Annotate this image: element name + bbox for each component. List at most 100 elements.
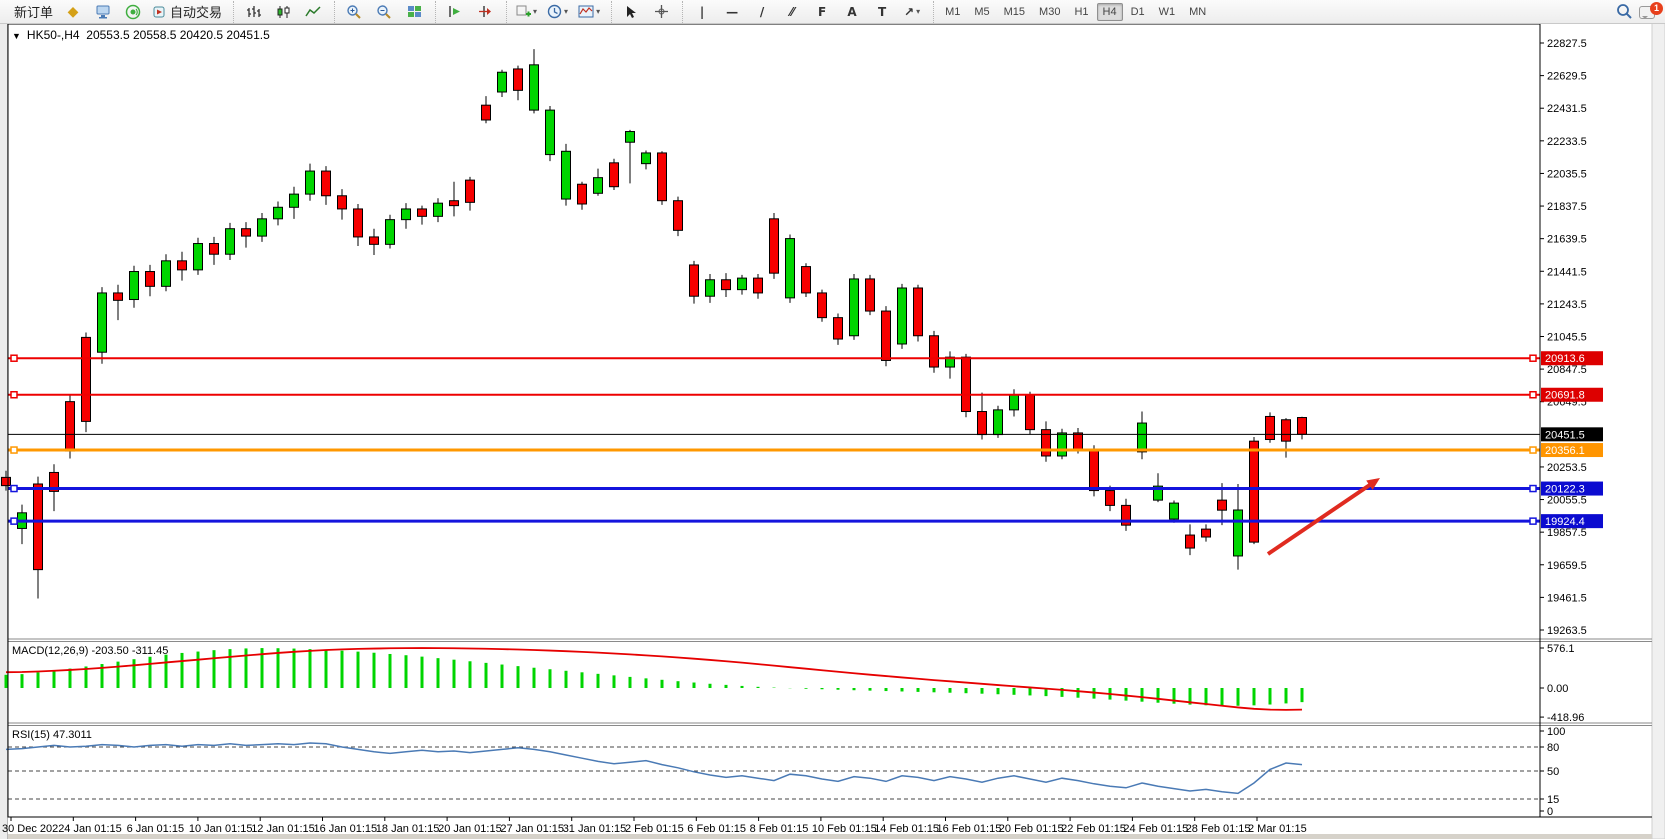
signals-icon[interactable] bbox=[119, 1, 147, 23]
tf-button-m30[interactable]: M30 bbox=[1039, 5, 1061, 18]
line-handle-left[interactable] bbox=[10, 517, 18, 525]
price-badge-label: 19924.4 bbox=[1545, 516, 1585, 528]
tile-windows-button[interactable] bbox=[400, 1, 428, 23]
candle-body bbox=[1281, 419, 1291, 442]
candle-body bbox=[1297, 417, 1307, 435]
line-chart-button[interactable] bbox=[299, 1, 327, 23]
candle-body bbox=[1185, 534, 1195, 549]
line-handle-left[interactable] bbox=[10, 484, 18, 493]
trend-arrow-head[interactable] bbox=[1366, 478, 1380, 490]
chart-canvas[interactable]: 22827.5 22629.5 22431.5 22233.5 22035.5 21837… bbox=[0, 23, 1665, 839]
tf-button-m5[interactable]: M5 bbox=[974, 5, 990, 18]
line-handle-left[interactable] bbox=[10, 390, 18, 399]
horizontal-line-button[interactable]: — bbox=[718, 1, 746, 23]
zoom-in-button[interactable] bbox=[340, 1, 368, 23]
auto-scroll-button[interactable] bbox=[441, 1, 469, 23]
line-handle-right[interactable] bbox=[1529, 484, 1537, 493]
tf-button-m15[interactable]: M15 bbox=[1003, 5, 1026, 18]
tf-button-w1[interactable]: W1 bbox=[1158, 5, 1176, 18]
price-badge-20356.1 bbox=[1541, 443, 1603, 458]
chart-shift-button[interactable] bbox=[471, 1, 499, 23]
fibonacci-button[interactable]: F bbox=[808, 1, 836, 23]
candle-body bbox=[545, 109, 555, 156]
candle-body bbox=[1009, 394, 1019, 411]
date-label: 10 Feb 01:15 bbox=[812, 823, 877, 835]
indicators-dropdown-icon: ▾ bbox=[533, 7, 538, 16]
candle-body bbox=[433, 202, 443, 217]
bar-chart-button[interactable] bbox=[239, 1, 267, 23]
candle-body bbox=[705, 279, 715, 297]
price-tick-label: 22827.5 bbox=[1547, 38, 1587, 50]
tf-button-h1[interactable]: H1 bbox=[1074, 5, 1089, 18]
title-triangle-icon: ▼ bbox=[12, 31, 21, 41]
search-icon[interactable] bbox=[1610, 1, 1638, 23]
periods-dropdown-icon: ▾ bbox=[564, 7, 569, 16]
price-tick-label: 21837.5 bbox=[1547, 201, 1587, 213]
candle-body bbox=[1153, 485, 1163, 501]
price-tick-label: 19659.5 bbox=[1547, 560, 1587, 572]
drawing-tools-group: | — / ⁄⁄ F A T ↗ ▾ bbox=[682, 0, 931, 23]
candle-body bbox=[609, 162, 619, 188]
line-handle-right[interactable] bbox=[1529, 517, 1537, 525]
vertical-line-button[interactable]: | bbox=[688, 1, 716, 23]
candle-body bbox=[321, 170, 331, 197]
candle-body bbox=[865, 278, 875, 312]
cursor-button[interactable] bbox=[617, 1, 645, 23]
candle-body bbox=[161, 260, 171, 287]
autotrading-button[interactable]: 自动交易 bbox=[149, 1, 226, 23]
price-badge-20122.3 bbox=[1541, 481, 1603, 496]
line-handle-right[interactable] bbox=[1529, 354, 1537, 362]
cursor-group bbox=[611, 0, 680, 23]
candle-body bbox=[753, 277, 763, 294]
date-label: 20 Feb 01:15 bbox=[999, 823, 1064, 835]
date-label: 4 Jan 01:15 bbox=[64, 823, 122, 835]
new-order-label: 新订单 bbox=[14, 5, 54, 20]
tf-button-m1[interactable]: M1 bbox=[945, 5, 961, 18]
price-badge-label: 20913.6 bbox=[1545, 353, 1585, 365]
new-order-button[interactable]: 新订单 bbox=[7, 1, 57, 23]
candle-body bbox=[481, 104, 491, 121]
window-left-edge bbox=[0, 23, 7, 839]
notifications-button[interactable]: 1 bbox=[1639, 1, 1663, 22]
line-handle-left[interactable] bbox=[10, 354, 18, 362]
price-tick-label: 20055.5 bbox=[1547, 495, 1587, 507]
tf-button-h4[interactable]: H4 bbox=[1096, 2, 1123, 21]
chart-frame bbox=[7, 23, 1541, 818]
arrows-button[interactable]: ↗ ▾ bbox=[898, 1, 926, 23]
date-label: 24 Feb 01:15 bbox=[1123, 823, 1188, 835]
trendline-button[interactable]: / bbox=[748, 1, 776, 23]
candle-body bbox=[1, 476, 11, 487]
candle-body bbox=[1217, 499, 1227, 511]
candlestick-chart-button[interactable] bbox=[269, 1, 297, 23]
tf-button-d1[interactable]: D1 bbox=[1130, 5, 1145, 18]
scrollbar-strip[interactable] bbox=[1651, 23, 1665, 839]
date-label: 14 Feb 01:15 bbox=[874, 823, 939, 835]
price-tick-label: 21441.5 bbox=[1547, 266, 1587, 278]
text-button[interactable]: A bbox=[838, 1, 866, 23]
rsi-axis-label: 80 bbox=[1547, 742, 1559, 754]
channel-button[interactable]: ⁄⁄ bbox=[778, 1, 806, 23]
price-tick-label: 21243.5 bbox=[1547, 299, 1587, 311]
mql5-market-icon[interactable]: ◆ bbox=[67, 3, 79, 20]
date-label: 28 Feb 01:15 bbox=[1186, 823, 1251, 835]
line-handle-left[interactable] bbox=[10, 446, 18, 454]
zoom-out-button[interactable] bbox=[370, 1, 398, 23]
ohlc-values: 20553.5 20558.5 20420.5 20451.5 bbox=[86, 28, 270, 42]
trend-arrow-shaft[interactable] bbox=[1266, 480, 1375, 556]
candle-body bbox=[785, 238, 795, 299]
date-label: 20 Jan 01:15 bbox=[438, 823, 502, 835]
indicators-button[interactable]: ▾ bbox=[512, 1, 541, 23]
tf-button-mn[interactable]: MN bbox=[1189, 5, 1207, 18]
candle-body bbox=[897, 287, 907, 345]
templates-button[interactable]: ▾ bbox=[574, 1, 604, 23]
symbol-timeframe-label: HK50-,H4 bbox=[26, 28, 80, 42]
line-handle-right[interactable] bbox=[1529, 446, 1537, 454]
scroll-group bbox=[435, 0, 504, 23]
candle-body bbox=[721, 279, 731, 291]
periods-button[interactable]: ▾ bbox=[543, 1, 572, 23]
virtual-hosting-icon[interactable] bbox=[89, 1, 117, 23]
crosshair-button[interactable] bbox=[647, 1, 675, 23]
line-handle-right[interactable] bbox=[1529, 390, 1537, 399]
price-tick-label: 19263.5 bbox=[1547, 625, 1587, 637]
label-button[interactable]: T bbox=[868, 1, 896, 23]
